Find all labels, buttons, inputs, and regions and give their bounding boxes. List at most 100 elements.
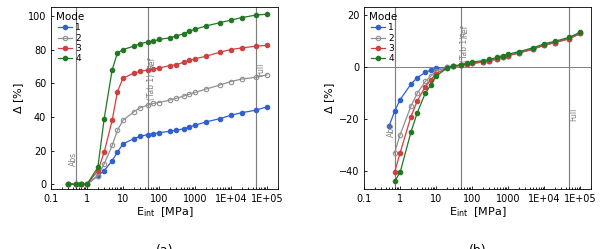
- 4: [433, 75, 440, 78]
- 2: [114, 129, 121, 132]
- 2: [443, 66, 451, 69]
- 2: [469, 62, 476, 65]
- 4: [73, 183, 80, 186]
- 1: [407, 83, 415, 86]
- 1: [227, 114, 235, 117]
- 1: [458, 64, 465, 67]
- 4: [191, 28, 199, 31]
- 1: [469, 62, 476, 65]
- 4: [486, 58, 493, 61]
- 3: [422, 85, 429, 88]
- 2: [463, 62, 470, 65]
- 1: [486, 59, 493, 62]
- 4: [577, 31, 584, 34]
- 3: [551, 41, 559, 44]
- 4: [407, 131, 415, 134]
- 1: [83, 183, 91, 186]
- Legend: 1, 2, 3, 4: 1, 2, 3, 4: [367, 10, 398, 65]
- 1: [202, 121, 209, 124]
- 2: [486, 59, 493, 62]
- 2: [150, 102, 157, 105]
- Text: Abs: Abs: [68, 152, 77, 166]
- 3: [479, 61, 487, 63]
- 3: [577, 32, 584, 35]
- 4: [130, 45, 137, 48]
- 1: [109, 159, 116, 162]
- 4: [253, 13, 260, 16]
- 3: [505, 54, 512, 57]
- 4: [494, 56, 501, 59]
- 3: [217, 51, 224, 54]
- 3: [78, 183, 85, 186]
- Line: 2: 2: [66, 72, 269, 187]
- 4: [515, 50, 523, 53]
- 2: [530, 48, 537, 51]
- 2: [577, 32, 584, 35]
- 3: [413, 99, 421, 102]
- 1: [114, 151, 121, 154]
- 2: [494, 57, 501, 60]
- 3: [541, 44, 548, 47]
- 1: [577, 32, 584, 35]
- Text: (Tab 1): (Tab 1): [460, 36, 469, 62]
- Line: 3: 3: [392, 31, 583, 175]
- 3: [515, 51, 523, 54]
- Text: (a): (a): [155, 244, 173, 249]
- 3: [443, 66, 451, 69]
- 2: [458, 64, 465, 67]
- 4: [137, 42, 144, 45]
- 1: [166, 130, 173, 133]
- 3: [469, 62, 476, 65]
- 3: [137, 70, 144, 73]
- 1: [427, 69, 434, 72]
- 2: [422, 80, 429, 83]
- 1: [551, 41, 559, 44]
- 3: [130, 72, 137, 75]
- 3: [391, 171, 398, 174]
- 1: [150, 132, 157, 135]
- 3: [202, 55, 209, 58]
- 4: [202, 24, 209, 27]
- 3: [94, 169, 101, 172]
- 4: [397, 171, 404, 174]
- 1: [422, 71, 429, 74]
- 4: [186, 30, 193, 33]
- 4: [217, 21, 224, 24]
- Y-axis label: $\Delta$ [%]: $\Delta$ [%]: [13, 83, 26, 114]
- 4: [427, 84, 434, 87]
- Text: (b): (b): [469, 244, 487, 249]
- Text: Abs: Abs: [387, 123, 396, 137]
- 3: [463, 62, 470, 65]
- 4: [551, 40, 559, 43]
- 2: [450, 65, 457, 68]
- 4: [114, 52, 121, 55]
- 3: [186, 59, 193, 62]
- 2: [427, 75, 434, 78]
- 3: [253, 45, 260, 48]
- 2: [130, 110, 137, 113]
- 3: [530, 48, 537, 51]
- 4: [413, 111, 421, 114]
- 1: [238, 111, 245, 114]
- 3: [566, 37, 573, 40]
- Line: 1: 1: [387, 31, 583, 128]
- Text: Full: Full: [256, 63, 265, 76]
- 2: [73, 183, 80, 186]
- 2: [83, 183, 91, 186]
- Y-axis label: $\Delta$ [%]: $\Delta$ [%]: [323, 83, 337, 114]
- 3: [433, 72, 440, 75]
- 4: [65, 183, 72, 186]
- Text: (Tab 1): (Tab 1): [147, 73, 156, 100]
- 4: [181, 32, 188, 35]
- 1: [217, 117, 224, 120]
- 3: [173, 63, 180, 66]
- 4: [101, 117, 108, 120]
- 2: [186, 93, 193, 96]
- 1: [155, 131, 163, 134]
- 4: [443, 66, 451, 69]
- 1: [494, 57, 501, 60]
- 3: [486, 59, 493, 62]
- 1: [397, 98, 404, 101]
- 3: [101, 151, 108, 154]
- 2: [433, 69, 440, 73]
